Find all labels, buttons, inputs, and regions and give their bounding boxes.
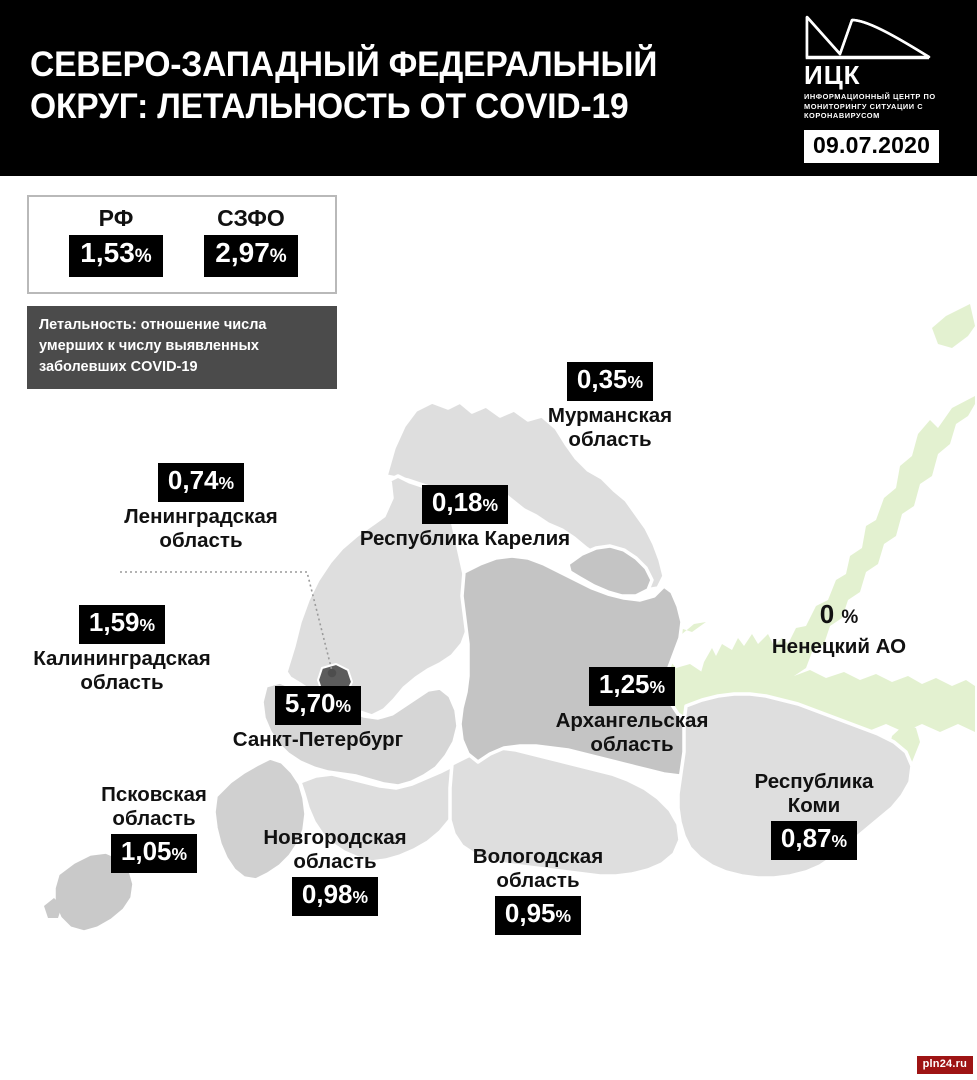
map-region-pskov	[212, 756, 308, 882]
map-name-novgorod: Новгородская область	[263, 826, 407, 873]
map-name-leningrad: Ленинградская область	[124, 505, 278, 552]
page-title-line1: СЕВЕРО-ЗАПАДНЫЙ ФЕДЕРАЛЬНЫЙ	[30, 45, 658, 84]
map-value-leningrad-number: 0,74	[167, 465, 219, 495]
map-label-kareliya: 0,18% Республика Карелия	[335, 485, 595, 551]
map-value-komi-unit: %	[831, 831, 848, 851]
map-value-arkhangelsk-number: 1,25	[598, 669, 650, 699]
icm-curve-logo-icon	[804, 14, 932, 62]
map-region-islands-green	[700, 396, 975, 696]
map-region-kaliningrad-spit	[44, 898, 62, 918]
map-region-island-small-ne	[932, 304, 975, 348]
map-value-pskov: 1,05%	[110, 834, 198, 873]
map-value-arkhangelsk: 1,25%	[588, 667, 676, 706]
map-value-novgorod-unit: %	[352, 887, 369, 907]
stat-rf-label: РФ	[98, 205, 134, 231]
map-name-kareliya: Республика Карелия	[359, 527, 571, 550]
header-bar: СЕВЕРО-ЗАПАДНЫЙ ФЕДЕРАЛЬНЫЙ ОКРУГ: ЛЕТАЛ…	[0, 0, 977, 176]
map-label-kaliningrad: 1,59% Калининградская область	[8, 605, 236, 695]
map-label-arkhangelsk: 1,25% Архангельская область	[518, 667, 746, 757]
map-value-nenets-number: 0	[819, 599, 835, 629]
methodology-note: Летальность: отношение числа умерших к ч…	[27, 306, 337, 389]
map-value-kaliningrad-number: 1,59	[88, 607, 140, 637]
map-region-vologda	[448, 746, 682, 878]
map-value-vologda-unit: %	[555, 906, 572, 926]
map-value-vologda: 0,95%	[494, 896, 582, 935]
map-value-komi: 0,87%	[770, 821, 858, 860]
stat-szfo-number: 2,97	[215, 237, 270, 268]
site-watermark: pln24.ru	[916, 1056, 973, 1074]
map-value-pskov-number: 1,05	[120, 836, 172, 866]
map-label-vologda: Вологодская область 0,95%	[428, 845, 648, 935]
map-label-spb: 5,70% Санкт-Петербург	[213, 686, 423, 752]
map-name-kaliningrad: Калининградская область	[33, 647, 211, 694]
map-value-murmansk-number: 0,35	[576, 364, 628, 394]
map-label-komi: Республика Коми 0,87%	[700, 770, 928, 860]
logo-block: ИЦК Информационный центр по мониторингу …	[800, 14, 950, 164]
map-value-vologda-number: 0,95	[504, 898, 556, 928]
summary-stats-box: РФ 1,53% СЗФО 2,97%	[27, 195, 337, 294]
stat-szfo-value: 2,97%	[204, 235, 298, 277]
map-value-kaliningrad-unit: %	[139, 615, 156, 635]
page-title-line2: ОКРУГ: ЛЕТАЛЬНОСТЬ ОТ COVID-19	[30, 87, 629, 126]
map-name-spb: Санкт-Петербург	[232, 728, 404, 751]
map-label-nenets: 0 % Ненецкий АО	[734, 600, 944, 659]
map-label-pskov: Псковская область 1,05%	[48, 783, 260, 873]
map-value-pskov-unit: %	[171, 844, 188, 864]
map-name-komi: Республика Коми	[754, 770, 874, 817]
map-name-pskov: Псковская область	[101, 783, 207, 830]
stat-rf-value: 1,53%	[69, 235, 163, 277]
map-region-arkhangelsk-north	[566, 544, 654, 598]
map-value-kareliya: 0,18%	[421, 485, 509, 524]
map-name-murmansk: Мурманская область	[547, 404, 673, 451]
logo-abbreviation: ИЦК	[804, 60, 861, 90]
map-value-arkhangelsk-unit: %	[649, 677, 666, 697]
map-value-murmansk: 0,35%	[566, 362, 654, 401]
map-value-nenets-unit: %	[841, 607, 859, 628]
stat-rf: РФ 1,53%	[51, 205, 181, 277]
map-value-novgorod-number: 0,98	[301, 879, 353, 909]
map-value-kareliya-number: 0,18	[431, 487, 483, 517]
map-label-novgorod: Новгородская область 0,98%	[225, 826, 445, 916]
map-name-nenets: Ненецкий АО	[771, 635, 907, 658]
map-name-arkhangelsk: Архангельская область	[555, 709, 709, 756]
map-value-spb-unit: %	[335, 696, 352, 716]
logo-subtitle: Информационный центр по мониторингу ситу…	[804, 92, 936, 121]
map-value-nenets: 0 %	[734, 600, 944, 632]
map-value-murmansk-unit: %	[627, 372, 644, 392]
map-value-leningrad: 0,74%	[157, 463, 245, 502]
map-value-leningrad-unit: %	[218, 473, 235, 493]
page-title: СЕВЕРО-ЗАПАДНЫЙ ФЕДЕРАЛЬНЫЙ ОКРУГ: ЛЕТАЛ…	[30, 44, 736, 128]
map-value-kareliya-unit: %	[482, 495, 499, 515]
stat-szfo: СЗФО 2,97%	[181, 205, 321, 277]
map-value-spb-number: 5,70	[284, 688, 336, 718]
map-name-vologda: Вологодская область	[472, 845, 604, 892]
map-value-spb: 5,70%	[274, 686, 362, 725]
map-label-murmansk: 0,35% Мурманская область	[500, 362, 720, 452]
map-value-komi-number: 0,87	[780, 823, 832, 853]
map-value-novgorod: 0,98%	[291, 877, 379, 916]
stat-szfo-label: СЗФО	[217, 205, 285, 231]
stat-szfo-unit: %	[269, 246, 287, 267]
stat-rf-number: 1,53	[80, 237, 135, 268]
map-value-kaliningrad: 1,59%	[78, 605, 166, 644]
publication-date: 09.07.2020	[804, 130, 940, 163]
map-label-leningrad: 0,74% Ленинградская область	[91, 463, 311, 553]
stat-rf-unit: %	[134, 246, 152, 267]
